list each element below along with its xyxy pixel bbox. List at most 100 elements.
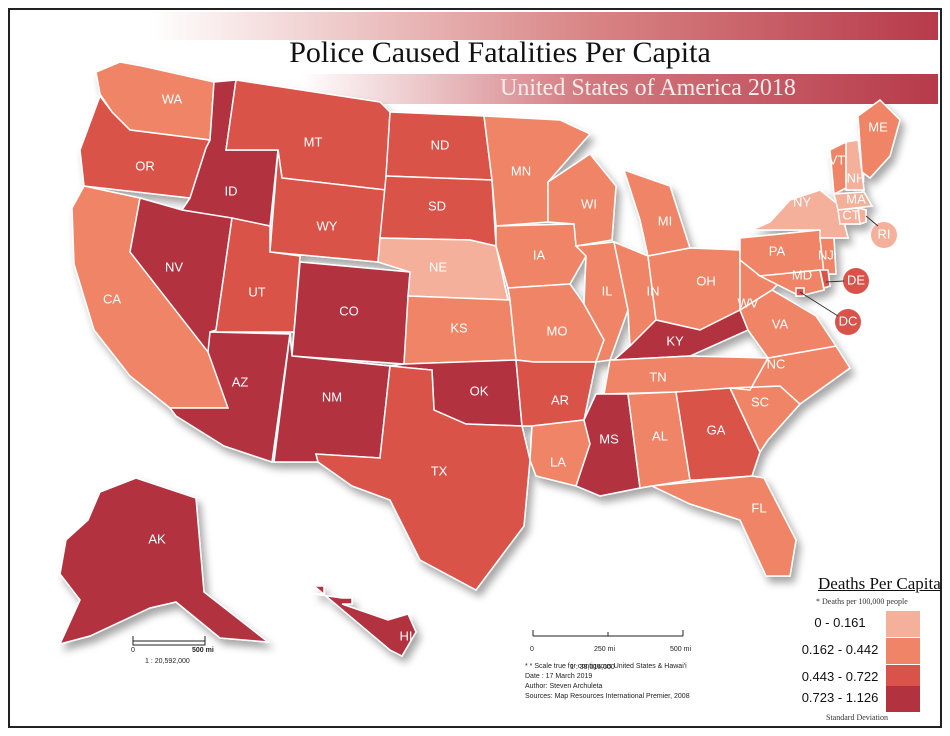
credits-scale-note: * * Scale true for contiguous United Sta… <box>525 663 687 670</box>
state-label-mi: MI <box>658 213 672 228</box>
state-label-va: VA <box>772 316 789 331</box>
state-label-wy: WY <box>317 218 338 233</box>
main-scale-ratio: 1 : 38,016,000 <box>570 664 615 671</box>
state-callout-circle-de <box>843 268 869 294</box>
state-label-ia: IA <box>533 247 546 262</box>
credits-author: Author: Steven Archuleta <box>525 683 603 690</box>
map-subtitle: United States of America 2018 <box>500 75 796 101</box>
state-vt <box>829 140 847 196</box>
state-me <box>857 99 901 180</box>
state-label-wa: WA <box>162 91 183 106</box>
state-label-ut: UT <box>248 284 265 299</box>
legend-label-1: 0.162 - 0.442 <box>801 642 879 657</box>
title-banner <box>150 12 938 40</box>
legend-row-1: 0.162 - 0.442 <box>790 638 930 664</box>
state-label-in: IN <box>647 283 660 298</box>
state-label-ms: MS <box>599 431 619 446</box>
state-label-tx: TX <box>431 463 448 478</box>
state-ma <box>833 191 874 211</box>
state-label-ny: NY <box>793 194 811 209</box>
state-label-la: LA <box>550 454 566 469</box>
legend-title: Deaths Per Capita <box>818 574 941 593</box>
main-scale-tick-2: 500 mi <box>670 646 692 653</box>
legend-row-3: 0.723 - 1.126 <box>790 686 930 712</box>
map-credits: * * Scale true for contiguous United Sta… <box>525 662 690 702</box>
state-label-ar: AR <box>551 392 569 407</box>
state-label-ne: NE <box>429 259 447 274</box>
legend-row-0: 0 - 0.161 <box>790 611 930 637</box>
state-label-mt: MT <box>304 134 323 149</box>
state-label-nh: NH <box>847 170 866 185</box>
subtitle-banner <box>300 74 938 104</box>
state-label-oh: OH <box>696 273 716 288</box>
state-label-wi: WI <box>581 196 597 211</box>
state-label-md: MD <box>792 267 812 282</box>
state-label-fl: FL <box>751 500 766 515</box>
map-frame <box>8 8 942 728</box>
state-label-az: AZ <box>232 374 249 389</box>
callout-line-dc <box>799 291 839 317</box>
main-scale-tick-1: 250 mi <box>594 646 616 653</box>
state-label-mo: MO <box>547 323 568 338</box>
state-label-wv: WV <box>738 295 759 310</box>
state-label-sd: SD <box>428 198 446 213</box>
callout-line-ri <box>865 215 879 227</box>
legend-swatch-1 <box>886 638 920 664</box>
alaska-scale-tick-1: 500 mi <box>192 647 214 654</box>
state-label-nj: NJ <box>818 247 834 262</box>
state-label-il: IL <box>602 283 613 298</box>
state-label-dc: DC <box>839 313 858 328</box>
legend-note: * Deaths per 100,000 people <box>816 597 908 606</box>
state-label-hi: HI <box>400 628 413 643</box>
state-label-ak: AK <box>148 531 166 546</box>
state-label-sc: SC <box>751 394 769 409</box>
state-callout-circle-ri <box>871 222 897 248</box>
state-md <box>757 269 825 297</box>
state-label-mn: MN <box>511 163 531 178</box>
state-nh <box>845 139 865 191</box>
main-scale-tick-0: 0 <box>530 646 534 653</box>
state-tx <box>315 365 531 591</box>
state-label-vt: VT <box>829 152 846 167</box>
state-label-ks: KS <box>450 320 468 335</box>
callout-line-de <box>825 280 845 283</box>
map-title: Police Caused Fatalities Per Capita <box>289 36 711 69</box>
state-wi <box>547 152 617 247</box>
legend-label-2: 0.443 - 0.722 <box>801 669 879 684</box>
state-label-id: ID <box>225 183 238 198</box>
state-ak <box>58 477 271 646</box>
state-nc <box>729 345 852 405</box>
legend-swatch-3 <box>886 686 920 712</box>
legend-swatch-0 <box>886 611 920 637</box>
state-wy <box>269 149 387 263</box>
state-callout-circle-dc <box>835 309 861 335</box>
state-label-ok: OK <box>470 383 489 398</box>
state-label-tn: TN <box>649 369 666 384</box>
state-de <box>819 269 831 289</box>
state-label-me: ME <box>868 119 888 134</box>
state-hi <box>311 585 417 657</box>
state-al <box>627 391 691 489</box>
credits-sources: Sources: Map Resources International Pre… <box>525 693 690 700</box>
alaska-scale-tick-0: 0 <box>131 647 135 654</box>
state-label-ma: MA <box>846 191 866 206</box>
state-label-al: AL <box>652 428 668 443</box>
state-label-or: OR <box>135 158 155 173</box>
state-label-ky: KY <box>666 333 684 348</box>
state-label-de: DE <box>847 272 865 287</box>
state-nj <box>819 237 837 275</box>
alaska-scale-bar <box>132 636 206 646</box>
state-label-ri: RI <box>878 226 891 241</box>
state-label-nv: NV <box>165 259 183 274</box>
state-label-ga: GA <box>707 422 726 437</box>
state-label-co: CO <box>339 303 359 318</box>
state-ri <box>857 207 867 226</box>
legend-classification: Standard Deviation <box>826 713 888 722</box>
legend-label-3: 0.723 - 1.126 <box>801 690 879 705</box>
state-label-pa: PA <box>769 243 786 258</box>
state-label-nm: NM <box>322 389 342 404</box>
state-label-nd: ND <box>431 137 450 152</box>
credits-date: Date : 17 March 2019 <box>525 673 593 680</box>
alaska-scale-ratio: 1 : 20,592,000 <box>145 658 190 665</box>
